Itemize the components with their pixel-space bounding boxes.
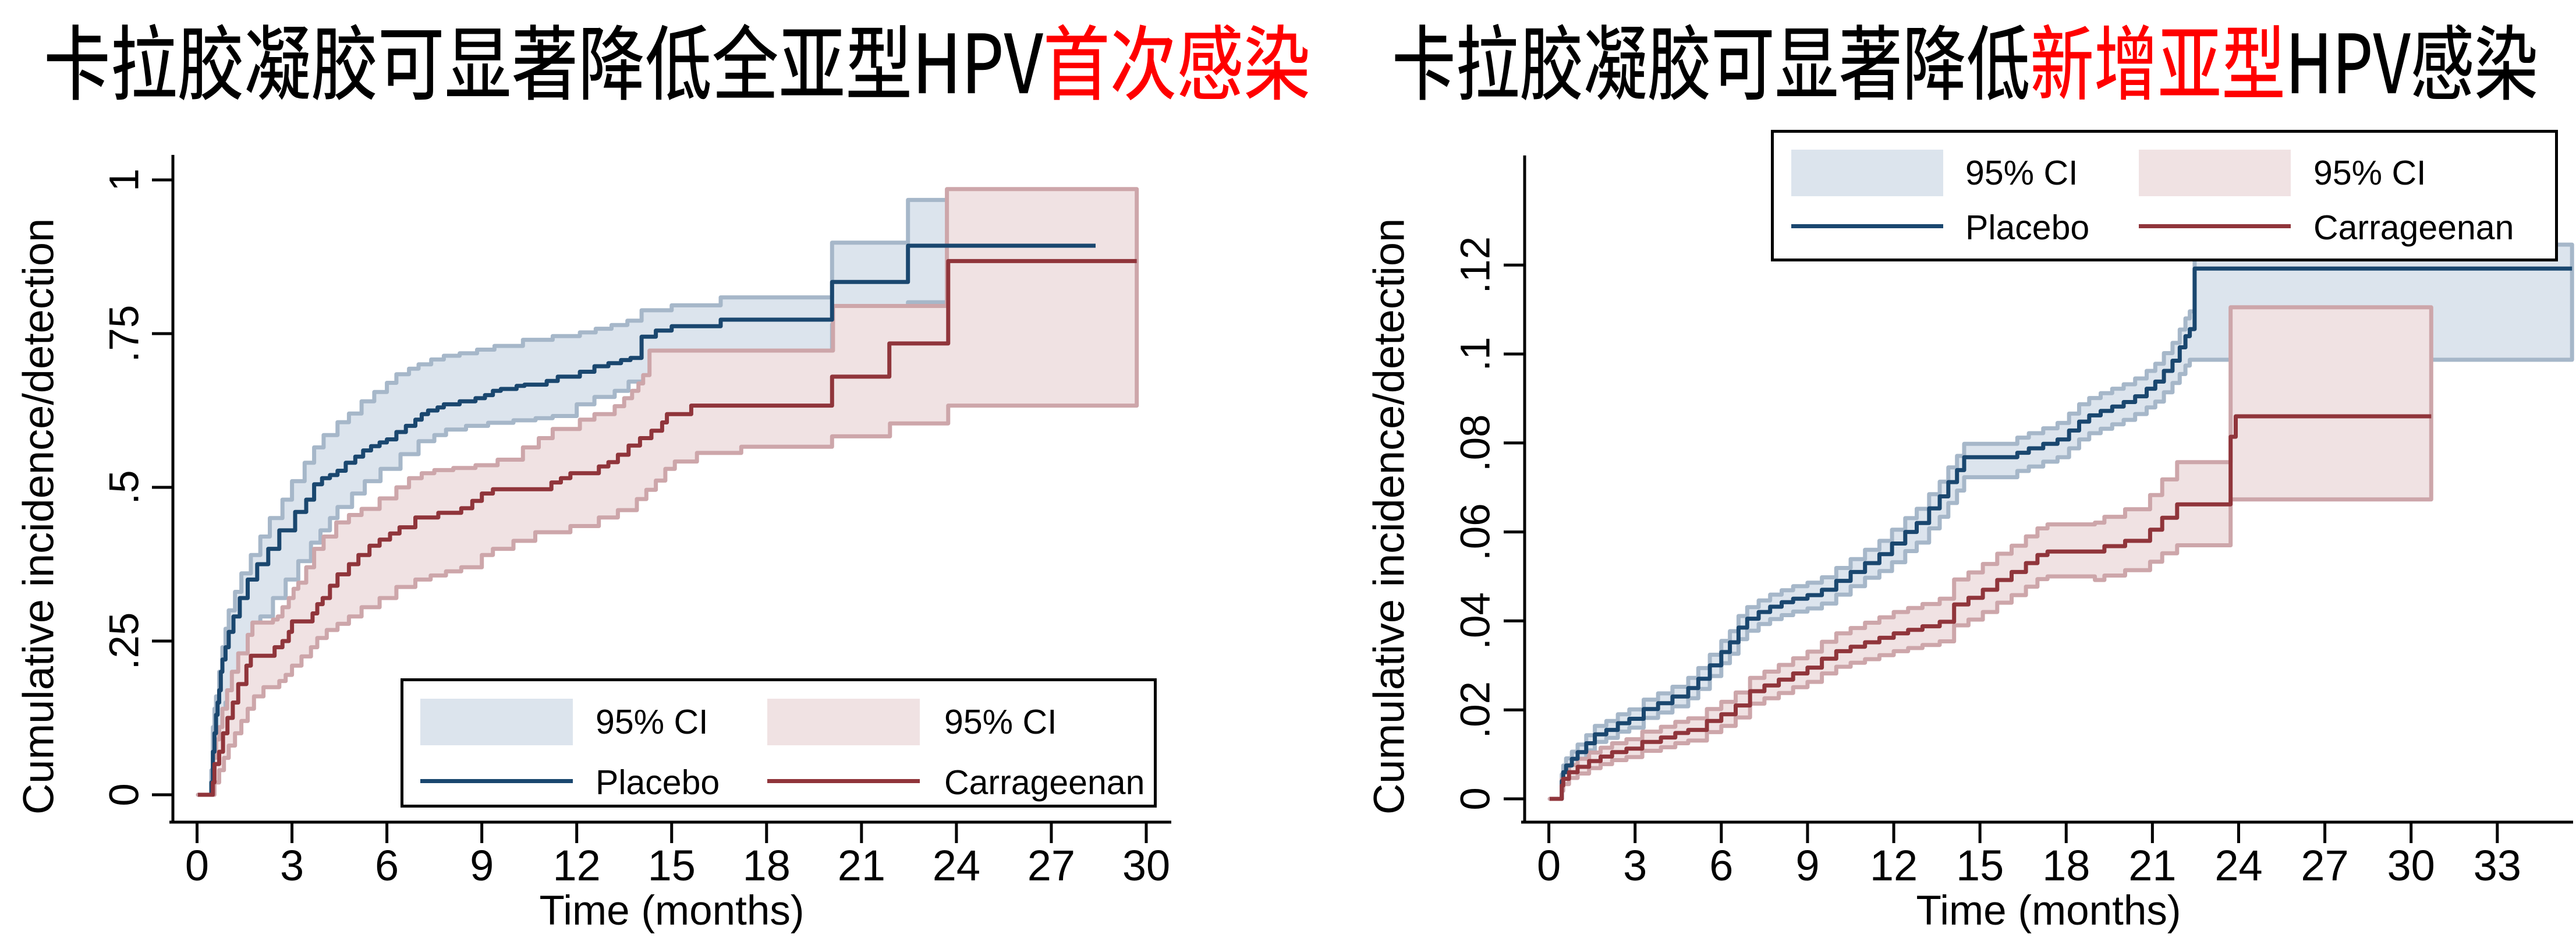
left-x-tick-label: 21 <box>838 841 885 890</box>
left-x-tick-label: 3 <box>280 841 304 890</box>
right-legend-ci-carrageenan-label: 95% CI <box>2313 154 2426 192</box>
right-x-tick-label: 15 <box>1956 841 2004 890</box>
left-legend-ci-placebo-label: 95% CI <box>596 703 708 741</box>
left-x-tick-label: 15 <box>648 841 696 890</box>
left-chart-tick-labels: 0 3 6 9 12 15 18 21 24 27 30 0 .25 .5 .75 1 <box>102 168 1171 890</box>
left-chart-x-axis-title: Time (months) <box>539 888 805 934</box>
right-x-tick-label: 30 <box>2387 841 2435 890</box>
left-chart-legend: 95% CI 95% CI Placebo Carrageenan <box>401 678 1157 808</box>
right-x-tick-label: 33 <box>2474 841 2521 890</box>
right-chart-y-axis-title: Cumulative incidence/detection <box>1365 218 1413 815</box>
placebo-survival-curve <box>1550 266 2573 801</box>
right-y-tick-label: .08 <box>1453 414 1499 472</box>
right-x-tick-label: 21 <box>2128 841 2176 890</box>
placebo-ci-band <box>1547 242 2574 801</box>
carrageenan-line-sample <box>2139 224 2291 228</box>
left-y-tick-label: .25 <box>102 613 148 670</box>
carrageenan-survival-curve <box>198 259 1137 797</box>
left-x-tick-label: 0 <box>185 841 209 890</box>
right-legend-carrageenan-label: Carrageenan <box>2313 208 2514 247</box>
right-x-tick-label: 3 <box>1623 841 1647 890</box>
right-x-tick-label: 12 <box>1870 841 1918 890</box>
carrageenan-survival-curve <box>1550 414 2432 801</box>
placebo-ci-swatch <box>420 699 573 745</box>
right-legend-ci-placebo-label: 95% CI <box>1965 154 2078 192</box>
right-x-tick-label: 9 <box>1795 841 1819 890</box>
left-legend-carrageenan-label: Carrageenan <box>944 763 1145 802</box>
left-legend-placebo-label: Placebo <box>596 763 720 802</box>
left-x-tick-label: 30 <box>1122 841 1170 890</box>
placebo-line-sample <box>1791 224 1943 228</box>
right-chart-tick-labels: 0 3 6 9 12 15 18 21 24 27 30 33 0 .02 .04 .06 .08 .1 .12 <box>1453 236 2521 890</box>
placebo-line-sample <box>420 779 573 783</box>
right-y-tick-label: .04 <box>1453 592 1499 650</box>
right-y-tick-label: .1 <box>1453 337 1499 371</box>
placebo-ci-swatch <box>1791 150 1943 196</box>
right-y-tick-label: 0 <box>1453 787 1499 810</box>
left-x-tick-label: 18 <box>743 841 791 890</box>
right-legend-placebo-label: Placebo <box>1965 208 2090 247</box>
right-y-tick-label: .06 <box>1453 503 1499 561</box>
carrageenan-ci-band <box>1547 305 2433 801</box>
left-legend-ci-carrageenan-label: 95% CI <box>944 703 1057 741</box>
right-x-tick-label: 27 <box>2301 841 2348 890</box>
carrageenan-ci-swatch <box>2139 150 2291 196</box>
right-y-tick-label: .12 <box>1453 236 1499 294</box>
left-x-tick-label: 12 <box>553 841 601 890</box>
right-chart-plot-area <box>1547 242 2574 801</box>
left-x-tick-label: 9 <box>470 841 494 890</box>
left-y-tick-label: 1 <box>102 168 148 192</box>
right-chart-title: 卡拉胶凝胶可显著降低新增亚型HPV感染 <box>1392 23 2538 114</box>
left-chart-plot-area <box>196 187 1139 797</box>
left-chart-title-glyphs <box>47 23 1309 101</box>
carrageenan-line-sample <box>767 779 920 783</box>
right-chart-x-axis-title: Time (months) <box>1916 888 2181 934</box>
right-chart-title-glyphs <box>1395 23 2536 101</box>
carrageenan-ci-band <box>196 187 1139 797</box>
right-chart-axes <box>1504 155 2573 843</box>
left-y-tick-label: .5 <box>102 470 148 504</box>
left-chart-axes <box>152 155 1171 843</box>
right-x-tick-label: 18 <box>2042 841 2090 890</box>
carrageenan-ci-swatch <box>767 699 920 745</box>
left-x-tick-label: 6 <box>375 841 399 890</box>
left-x-tick-label: 27 <box>1027 841 1075 890</box>
left-y-tick-label: 0 <box>102 783 148 806</box>
placebo-survival-curve <box>198 243 1096 797</box>
right-x-tick-label: 6 <box>1709 841 1733 890</box>
right-y-tick-label: .02 <box>1453 681 1499 739</box>
left-chart-y-axis-title: Cumulative incidence/detection <box>14 218 63 815</box>
left-y-tick-label: .75 <box>102 305 148 363</box>
right-chart-legend: 95% CI 95% CI Placebo Carrageenan <box>1771 130 2558 261</box>
right-x-tick-label: 24 <box>2214 841 2262 890</box>
left-x-tick-label: 24 <box>933 841 980 890</box>
left-chart-title: 卡拉胶凝胶可显著降低全亚型HPV首次感染 <box>44 23 1310 114</box>
right-x-tick-label: 0 <box>1537 841 1561 890</box>
